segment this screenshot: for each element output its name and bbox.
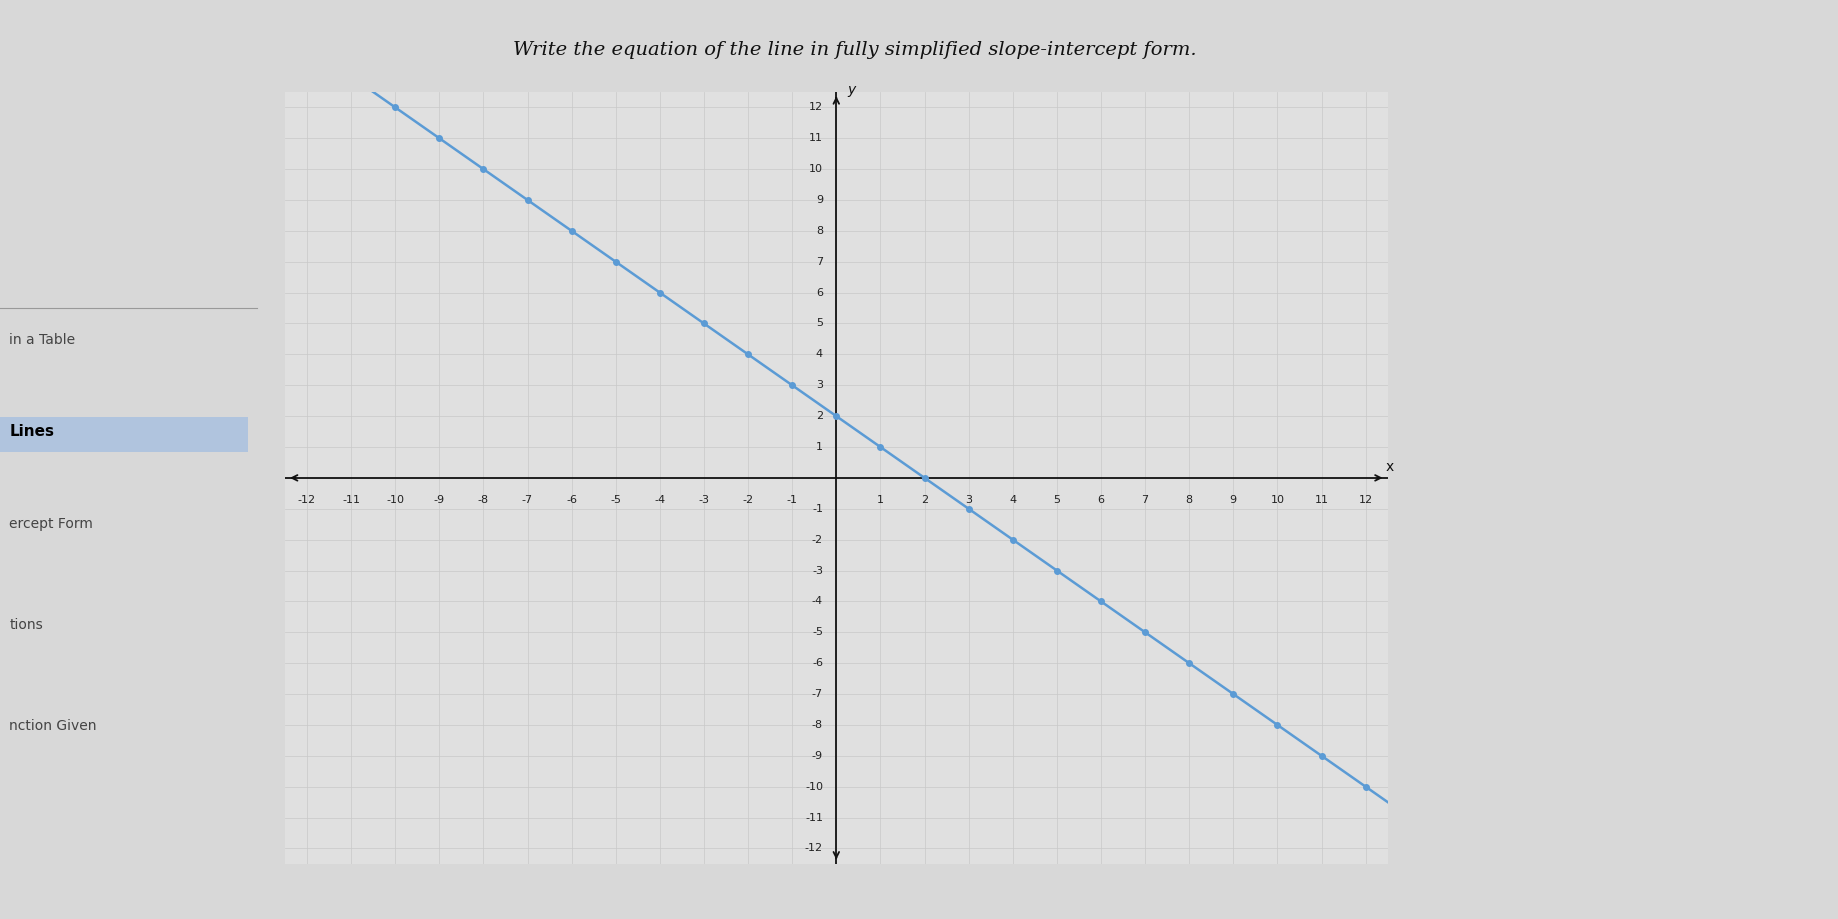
Text: 7: 7 <box>816 256 823 267</box>
Text: x: x <box>1386 460 1393 474</box>
Text: -10: -10 <box>386 494 404 505</box>
Text: 12: 12 <box>1358 494 1373 505</box>
Text: ercept Form: ercept Form <box>9 516 94 531</box>
Text: 4: 4 <box>1009 494 1016 505</box>
Text: 3: 3 <box>816 380 823 391</box>
Text: -6: -6 <box>812 658 823 668</box>
Text: -8: -8 <box>812 720 823 730</box>
Text: -2: -2 <box>812 535 823 545</box>
Text: -1: -1 <box>812 504 823 514</box>
Text: 8: 8 <box>816 226 823 236</box>
Text: -5: -5 <box>812 628 823 637</box>
Text: 12: 12 <box>809 102 823 112</box>
Text: -7: -7 <box>522 494 533 505</box>
Text: 11: 11 <box>1314 494 1329 505</box>
Text: Write the equation of the line in fully simplified slope-intercept form.: Write the equation of the line in fully … <box>513 41 1197 60</box>
Text: -7: -7 <box>812 689 823 699</box>
Text: -4: -4 <box>654 494 665 505</box>
Text: 11: 11 <box>809 133 823 143</box>
Text: 7: 7 <box>1141 494 1149 505</box>
Text: 2: 2 <box>921 494 928 505</box>
Text: 5: 5 <box>816 319 823 328</box>
Text: 1: 1 <box>877 494 884 505</box>
Text: -4: -4 <box>812 596 823 607</box>
Text: -2: -2 <box>743 494 754 505</box>
Text: -5: -5 <box>610 494 621 505</box>
Text: 4: 4 <box>816 349 823 359</box>
Text: 9: 9 <box>1230 494 1237 505</box>
Text: y: y <box>847 84 857 97</box>
Text: -3: -3 <box>698 494 709 505</box>
Text: -12: -12 <box>805 844 823 854</box>
Text: 6: 6 <box>1097 494 1105 505</box>
Text: 6: 6 <box>816 288 823 298</box>
Text: -3: -3 <box>812 565 823 575</box>
Text: 8: 8 <box>1186 494 1193 505</box>
Text: tions: tions <box>9 618 42 632</box>
Text: nction Given: nction Given <box>9 719 97 733</box>
Text: 9: 9 <box>816 195 823 205</box>
Text: 10: 10 <box>809 165 823 174</box>
Text: 3: 3 <box>965 494 972 505</box>
Text: -11: -11 <box>342 494 360 505</box>
Text: 1: 1 <box>816 442 823 452</box>
Text: Lines: Lines <box>9 425 53 439</box>
Text: -9: -9 <box>434 494 445 505</box>
Text: -1: -1 <box>787 494 798 505</box>
Text: in a Table: in a Table <box>9 333 75 347</box>
Text: 2: 2 <box>816 411 823 421</box>
Text: 5: 5 <box>1053 494 1061 505</box>
Text: -11: -11 <box>805 812 823 823</box>
Text: 10: 10 <box>1270 494 1285 505</box>
Text: -8: -8 <box>478 494 489 505</box>
Text: -6: -6 <box>566 494 577 505</box>
Text: -12: -12 <box>298 494 316 505</box>
Text: -9: -9 <box>812 751 823 761</box>
Text: -10: -10 <box>805 782 823 791</box>
